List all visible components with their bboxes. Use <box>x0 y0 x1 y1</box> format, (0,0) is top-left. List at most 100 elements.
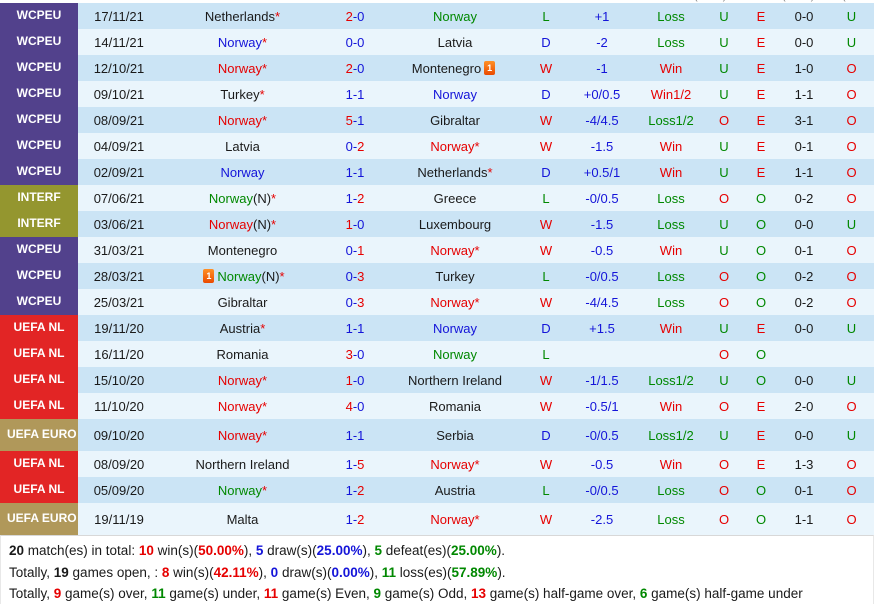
even-odd-result: E <box>756 60 766 76</box>
half-time-score: 1-3 <box>794 456 814 472</box>
even-odd-result: E <box>756 34 766 50</box>
competition-label: UEFA NL <box>13 398 65 413</box>
competition-badge: INTERF <box>0 185 78 211</box>
competition-badge: INTERF <box>0 211 78 237</box>
match-row: UEFA NL 15/10/20 Norway * 1-0 Northern Irelan… <box>0 367 874 393</box>
half-over-under-result: O <box>846 86 857 102</box>
even-odd-result: E <box>756 456 766 472</box>
handicap-result: Loss <box>657 190 685 206</box>
asian-handicap <box>567 341 637 367</box>
competition-label: UEFA NL <box>13 320 65 335</box>
even-odd-result: O <box>755 268 767 284</box>
match-date: 04/09/21 <box>93 138 145 154</box>
over-under-result: U <box>719 34 729 50</box>
over-under-result: U <box>719 138 729 154</box>
handicap-result: Win <box>659 398 683 414</box>
competition-label: UEFA NL <box>13 372 65 387</box>
competition-badge: WCPEU <box>0 29 78 55</box>
handicap-result: Loss <box>657 34 685 50</box>
even-odd-result: O <box>755 242 767 258</box>
result-letter: D <box>541 320 551 336</box>
match-date: 11/10/20 <box>94 398 144 414</box>
even-odd-result: O <box>755 482 767 498</box>
competition-badge: WCPEU <box>0 81 78 107</box>
away-team: Norway <box>432 320 478 336</box>
asian-handicap: -1 <box>596 60 608 76</box>
half-time-score: 0-1 <box>794 138 814 154</box>
match-date: 03/06/21 <box>93 216 145 232</box>
asian-handicap: -2 <box>596 34 608 50</box>
match-row: UEFA NL 08/09/20 Northern Ireland 1-5 Norway… <box>0 451 874 477</box>
full-time-score: 1-2 <box>345 482 365 498</box>
result-letter: W <box>539 511 553 527</box>
competition-badge: UEFA NL <box>0 393 78 419</box>
match-date: 09/10/21 <box>93 86 145 102</box>
match-row: UEFA EURO 19/11/19 Malta 1-2 Norway * W -2.5 Los… <box>0 503 874 535</box>
over-under-result: U <box>719 164 729 180</box>
away-team: Norway <box>432 86 478 102</box>
away-team: Serbia <box>436 427 474 443</box>
competition-label: WCPEU <box>16 242 62 257</box>
matches-table: WCPEU 17/11/21 Netherlands * 2-0 Norway L +1 Los… <box>0 3 874 535</box>
clipped-header-fragment: ( ) <box>842 0 874 3</box>
result-letter: W <box>539 372 553 388</box>
handicap-result <box>637 341 705 367</box>
handicap-result: Win1/2 <box>650 86 692 102</box>
away-team: Norway <box>432 8 478 24</box>
competition-badge: UEFA NL <box>0 477 78 503</box>
half-over-under-result: O <box>846 60 857 76</box>
handicap-result: Loss <box>657 294 685 310</box>
competition-label: WCPEU <box>16 8 62 23</box>
match-row: WCPEU 12/10/21 Norway * 2-0 Montenegro 1 W -1 Win… <box>0 55 874 81</box>
competition-label: UEFA NL <box>13 346 65 361</box>
result-letter: L <box>542 346 550 362</box>
home-team: Turkey * <box>220 86 265 102</box>
home-team: Norway * <box>217 372 268 388</box>
even-odd-result: E <box>756 427 766 443</box>
competition-label: INTERF <box>17 216 61 231</box>
full-time-score: 1-2 <box>345 511 365 527</box>
match-date: 09/10/20 <box>93 427 145 443</box>
handicap-result: Win <box>659 164 683 180</box>
match-row: WCPEU 04/09/21 Latvia 0-2 Norway * W -1.5 Win U E 0… <box>0 133 874 159</box>
handicap-result: Win <box>659 138 683 154</box>
over-under-result: U <box>719 372 729 388</box>
home-team: Gibraltar <box>217 294 268 310</box>
result-letter: L <box>542 268 550 284</box>
full-time-score: 3-0 <box>345 346 365 362</box>
half-time-score: 0-0 <box>794 216 814 232</box>
away-team: Greece <box>433 190 477 206</box>
away-team: Netherlands * <box>417 164 493 180</box>
half-time-score: 1-1 <box>794 86 814 102</box>
match-row: WCPEU 08/09/21 Norway * 5-1 Gibraltar W -4/4.5 L… <box>0 107 874 133</box>
competition-badge: WCPEU <box>0 107 78 133</box>
half-time-score: 0-2 <box>794 190 814 206</box>
competition-label: WCPEU <box>16 294 62 309</box>
asian-handicap: -0/0.5 <box>585 268 619 284</box>
half-over-under-result: U <box>846 320 857 336</box>
half-over-under-result: U <box>846 427 857 443</box>
result-letter: W <box>539 138 553 154</box>
match-row: WCPEU 14/11/21 Norway * 0-0 Latvia D -2 Loss U E 0-… <box>0 29 874 55</box>
handicap-result: Win <box>659 456 683 472</box>
match-date: 19/11/19 <box>94 511 144 527</box>
competition-label: WCPEU <box>16 138 62 153</box>
competition-label: WCPEU <box>16 112 62 127</box>
competition-badge: UEFA NL <box>0 451 78 477</box>
over-under-result: U <box>719 320 729 336</box>
competition-label: UEFA EURO <box>7 511 77 526</box>
even-odd-result: E <box>756 8 766 24</box>
result-letter: W <box>539 60 553 76</box>
half-over-under-result: O <box>846 294 857 310</box>
match-date: 02/09/21 <box>93 164 145 180</box>
summary-panel: 20 match(es) in total: 10 win(s)(50.00%)… <box>0 535 874 604</box>
match-date: 05/09/20 <box>93 482 145 498</box>
half-time-score: 1-1 <box>794 164 814 180</box>
home-team: Netherlands * <box>204 8 281 24</box>
even-odd-result: E <box>756 112 766 128</box>
competition-badge: WCPEU <box>0 237 78 263</box>
clipped-header-row: ( ) ( ) ( ) <box>0 0 874 3</box>
match-row: WCPEU 31/03/21 Montenegro 0-1 Norway * W -0.5 Wi… <box>0 237 874 263</box>
competition-badge: WCPEU <box>0 159 78 185</box>
result-letter: L <box>542 8 550 24</box>
